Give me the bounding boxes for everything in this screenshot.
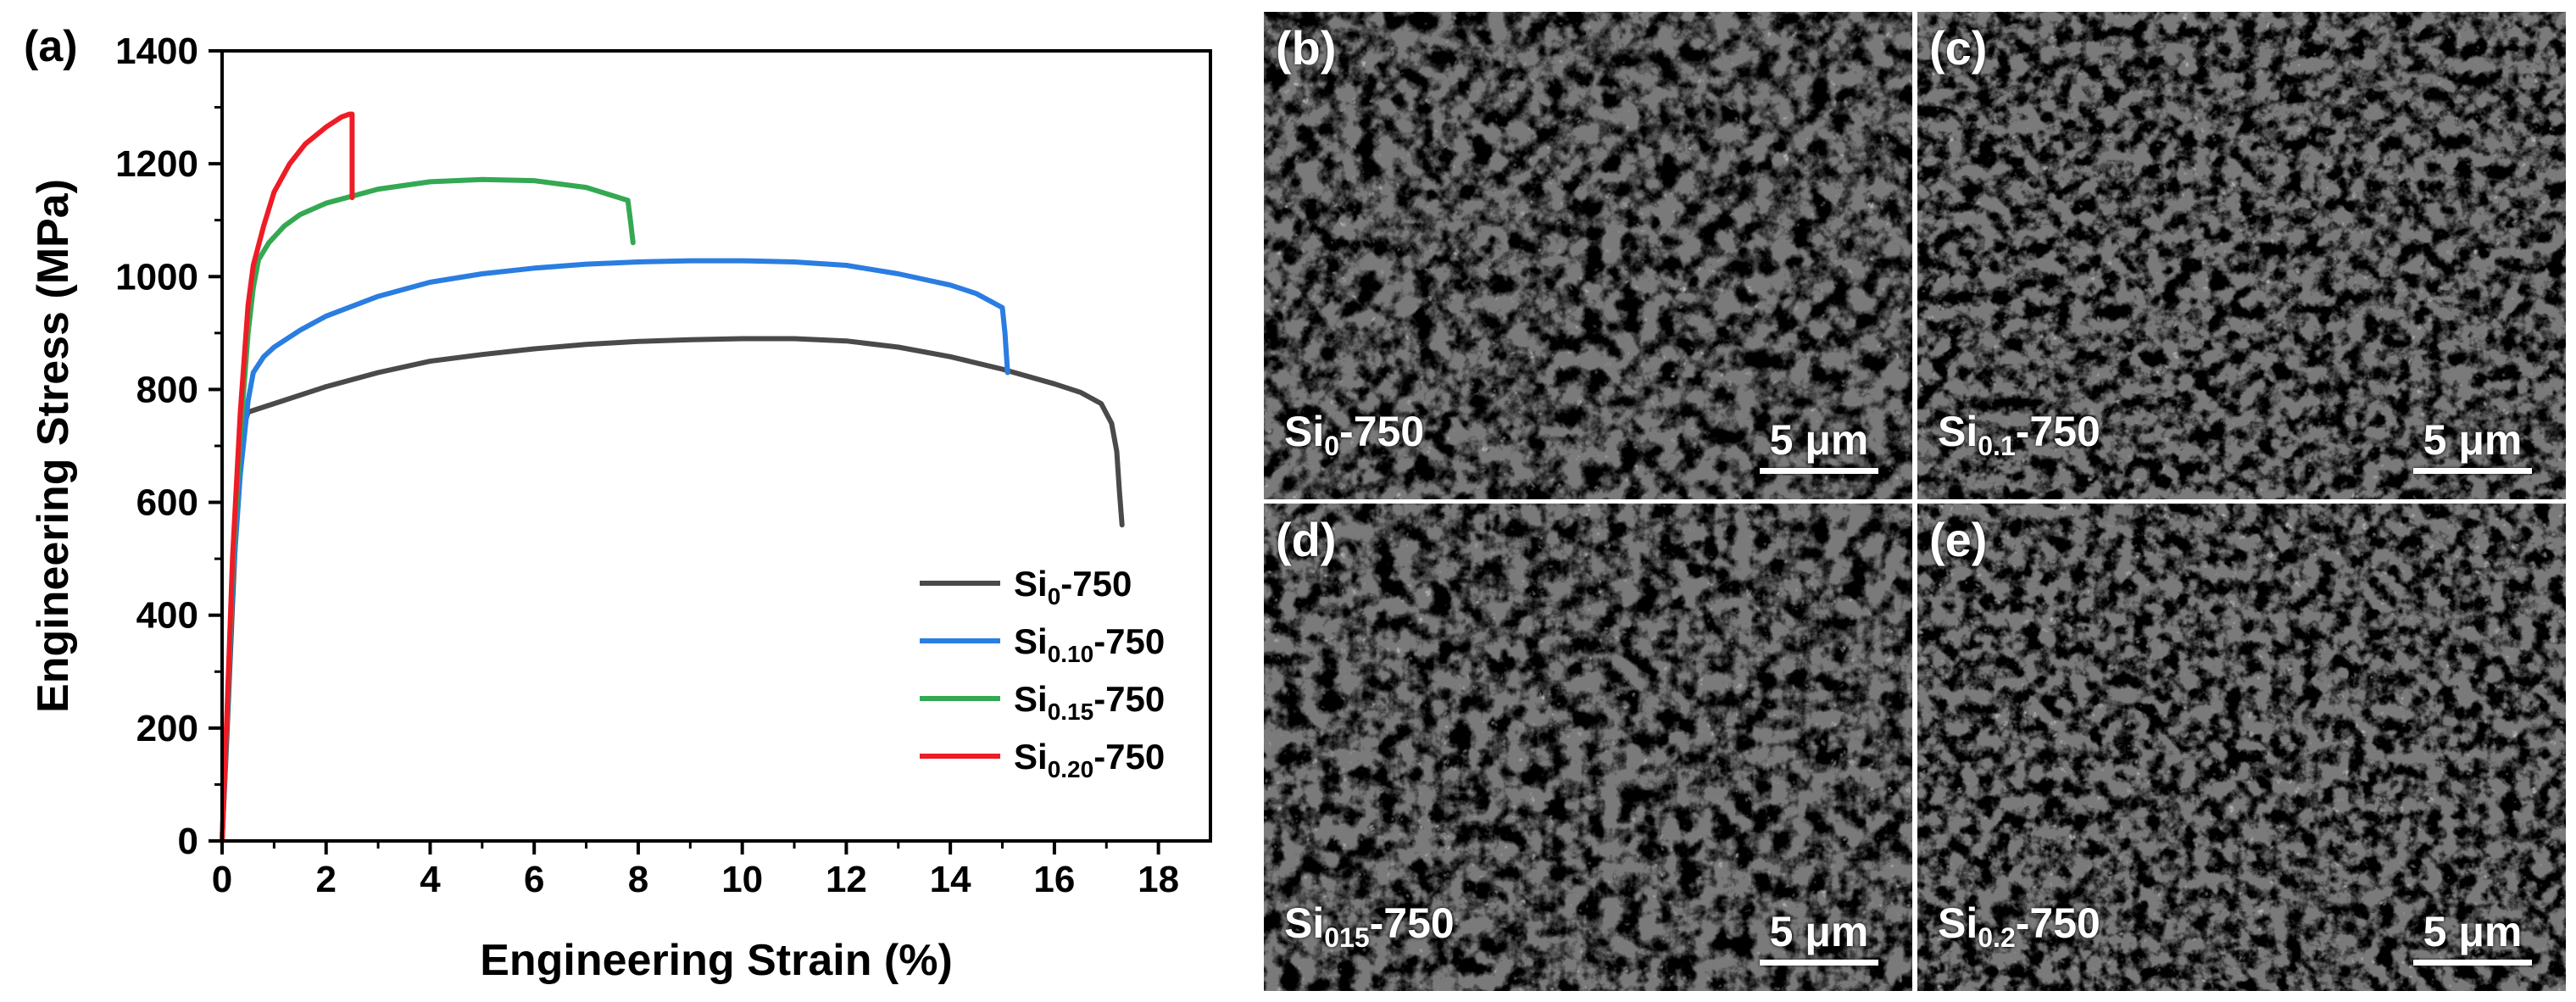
scale-bar-line (2413, 468, 2532, 474)
x-tick-label: 16 (1033, 859, 1075, 900)
panel-label-a: (a) (24, 22, 78, 71)
fracture-surface-texture (1264, 504, 1912, 991)
series-line-0 (220, 336, 1125, 843)
y-tick-label: 800 (136, 369, 198, 410)
x-tick-label: 6 (524, 859, 544, 900)
x-tick-label: 4 (420, 859, 441, 900)
scale-bar-line (2413, 960, 2532, 966)
x-axis-label: Engineering Strain (%) (480, 936, 953, 985)
legend-entry: Si0.20-750 (1014, 737, 1165, 782)
sem-panel-b: (b) Si0-750 5 μm (1264, 12, 1912, 499)
x-tick-label: 10 (721, 859, 763, 900)
sample-label: Si015-750 (1284, 899, 1455, 953)
x-tick-label: 12 (826, 859, 867, 900)
y-tick-label: 400 (136, 595, 198, 637)
y-tick-label: 1000 (115, 256, 198, 298)
x-tick-label: 2 (315, 859, 336, 900)
scale-bar: 5 μm (2413, 415, 2532, 474)
x-tick-label: 0 (212, 859, 232, 900)
panel-letter: (d) (1276, 513, 1337, 566)
scale-bar-line (1760, 468, 1878, 474)
sem-panel-e: (e) Si0.2-750 5 μm (1917, 504, 2566, 991)
x-tick-label: 14 (930, 859, 971, 900)
legend-entry: Si0.15-750 (1014, 679, 1165, 725)
stress-strain-chart: (a) 0 2 4 6 8 10 12 14 16 18 0 200 400 600 800 1000 1200… (24, 22, 1212, 985)
scale-bar: 5 μm (1760, 907, 1878, 966)
panel-letter: (b) (1276, 21, 1337, 75)
series-line-2 (220, 176, 636, 843)
y-tick-label: 1400 (115, 31, 198, 72)
legend-entry: Si0.10-750 (1014, 621, 1165, 667)
scale-bar-line (1760, 960, 1878, 966)
series-line-1 (220, 258, 1010, 843)
series-line-3 (220, 111, 355, 843)
sample-label: Si0-750 (1284, 408, 1425, 461)
scale-bar-label: 5 μm (1769, 416, 1869, 464)
y-tick-label: 0 (178, 821, 198, 862)
scale-bar-label: 5 μm (2423, 908, 2523, 955)
panel-letter: (c) (1929, 21, 1988, 75)
sample-label: Si0.2-750 (1938, 899, 2100, 953)
scale-bar: 5 μm (2413, 907, 2532, 966)
scale-bar-label: 5 μm (2423, 416, 2523, 464)
x-tick-label: 8 (628, 859, 648, 900)
panel-letter: (e) (1929, 513, 1988, 566)
legend-entry: Si0-750 (1014, 564, 1132, 610)
sem-panel-d: (d) Si015-750 5 μm (1264, 504, 1912, 991)
fracture-surface-texture (1917, 12, 2566, 499)
legend: Si0-750 Si0.10-750 Si0.15-750 Si0.20-750 (920, 564, 1165, 782)
fracture-surface-texture (1917, 504, 2566, 991)
y-axis-label: Engineering Stress (MPa) (29, 179, 78, 713)
scale-bar-label: 5 μm (1769, 908, 1869, 955)
sample-label: Si0.1-750 (1938, 408, 2100, 461)
y-tick-label: 600 (136, 482, 198, 524)
scale-bar: 5 μm (1760, 415, 1878, 474)
y-tick-label: 200 (136, 708, 198, 749)
y-tick-label: 1200 (115, 143, 198, 185)
fracture-surface-texture (1264, 12, 1912, 499)
x-tick-label: 18 (1138, 859, 1179, 900)
sem-panel-c: (c) Si0.1-750 5 μm (1917, 12, 2566, 499)
